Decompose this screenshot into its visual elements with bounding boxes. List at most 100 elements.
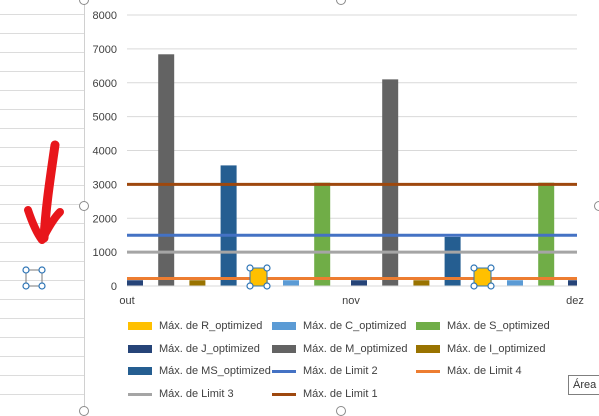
sheet-row-line: [0, 147, 84, 148]
legend-label: Máx. de C_optimized: [303, 320, 407, 333]
sheet-row-line: [0, 71, 84, 72]
legend-line-swatch: [272, 392, 296, 396]
legend-label: Máx. de Limit 1: [303, 388, 378, 401]
legend-color-swatch: [272, 322, 296, 331]
sheet-row-line: [0, 394, 84, 395]
y-tick-label: 4000: [93, 146, 117, 158]
selection-handle[interactable]: [38, 266, 46, 274]
legend-item[interactable]: Máx. de S_optimized: [416, 320, 550, 334]
legend-color-swatch: [128, 367, 152, 376]
selection-handle[interactable]: [22, 282, 30, 290]
legend-color-swatch: [128, 322, 152, 331]
legend-color-swatch: [416, 322, 440, 331]
selected-r-marker[interactable]: [470, 264, 495, 290]
bar-m-x-de-ms-optimized[interactable]: [444, 236, 461, 286]
legend-label: Máx. de I_optimized: [447, 343, 546, 356]
sheet-row-line: [0, 299, 84, 300]
legend-color-swatch: [272, 345, 296, 354]
bar-m-x-de-c-optimized[interactable]: [283, 280, 299, 286]
sheet-row-line: [0, 166, 84, 167]
chart-resize-handle-bottom-mid[interactable]: [336, 406, 346, 416]
legend-item[interactable]: Máx. de Limit 1: [272, 388, 378, 402]
legend-item[interactable]: Máx. de MS_optimized: [128, 365, 271, 379]
selected-r-marker[interactable]: [246, 264, 271, 290]
sheet-row-line: [0, 109, 84, 110]
legend-line-swatch: [272, 369, 296, 373]
legend-item[interactable]: Máx. de C_optimized: [272, 320, 406, 334]
chart-element-tooltip: Área: [568, 375, 599, 395]
y-tick-label: 8000: [93, 10, 117, 22]
legend-color-swatch: [128, 345, 152, 354]
y-tick-label: 1000: [93, 247, 117, 259]
legend-item[interactable]: Máx. de Limit 3: [128, 388, 234, 402]
sheet-row-line: [0, 33, 84, 34]
legend-label: Máx. de Limit 4: [447, 365, 522, 378]
legend-label: Máx. de R_optimized: [159, 320, 263, 333]
sheet-row-line: [0, 52, 84, 53]
y-tick-label: 5000: [93, 112, 117, 124]
bar-series[interactable]: [127, 54, 577, 286]
limit-lines[interactable]: [127, 182, 577, 281]
legend-item[interactable]: Máx. de R_optimized: [128, 320, 262, 334]
legend-label: Máx. de MS_optimized: [159, 365, 271, 378]
selection-handle[interactable]: [246, 264, 254, 272]
y-tick-label: 7000: [93, 44, 117, 56]
selection-handle[interactable]: [487, 282, 495, 290]
sheet-row-line: [0, 261, 84, 262]
sheet-row-line: [0, 185, 84, 186]
bar-m-x-de-j-optimized[interactable]: [127, 280, 143, 286]
chart-resize-handle-bottom-left[interactable]: [79, 406, 89, 416]
selection-handle[interactable]: [487, 264, 495, 272]
legend-item[interactable]: Máx. de I_optimized: [416, 343, 545, 357]
selection-handle[interactable]: [470, 282, 478, 290]
sheet-row-line: [0, 356, 84, 357]
sheet-row-line: [0, 204, 84, 205]
legend-item[interactable]: Máx. de Limit 4: [416, 365, 522, 379]
selection-handle[interactable]: [38, 282, 46, 290]
legend-item[interactable]: Máx. de Limit 2: [272, 365, 378, 379]
chart-resize-handle-right-mid[interactable]: [594, 201, 599, 211]
bar-m-x-de-m-optimized[interactable]: [382, 79, 399, 286]
legend-line-swatch: [128, 392, 152, 396]
bar-m-x-de-m-optimized[interactable]: [158, 54, 175, 286]
sheet-row-line: [0, 318, 84, 319]
sheet-row-line: [0, 337, 84, 338]
x-tick-label: nov: [342, 295, 360, 307]
worksheet-rows: [0, 0, 84, 411]
legend-label: Máx. de Limit 3: [159, 388, 234, 401]
y-axis-ticks: 0 1000 2000 3000 4000 5000 6000 7000 8000: [93, 10, 117, 293]
bar-m-x-de-i-optimized[interactable]: [413, 280, 430, 286]
legend-label: Máx. de M_optimized: [303, 343, 408, 356]
y-tick-label: 2000: [93, 213, 117, 225]
chart-resize-handle-left-mid[interactable]: [79, 201, 89, 211]
legend-label: Máx. de Limit 2: [303, 365, 378, 378]
sheet-row-line: [0, 14, 84, 15]
x-tick-label: dez: [566, 295, 584, 307]
red-arrow-annotation[interactable]: [24, 140, 64, 244]
y-tick-label: 6000: [93, 78, 117, 90]
selected-shape-handles[interactable]: [22, 266, 46, 290]
selection-handle[interactable]: [246, 282, 254, 290]
selection-handle[interactable]: [263, 264, 271, 272]
gridlines: [127, 14, 577, 253]
selection-handle[interactable]: [22, 266, 30, 274]
bar-j-optimized-partial[interactable]: [568, 280, 577, 286]
legend-item[interactable]: Máx. de J_optimized: [128, 343, 260, 357]
bar-m-x-de-c-optimized[interactable]: [507, 280, 523, 286]
legend-color-swatch: [416, 345, 440, 354]
selection-handle[interactable]: [263, 282, 271, 290]
legend-label: Máx. de J_optimized: [159, 343, 260, 356]
sheet-row-line: [0, 128, 84, 129]
bar-m-x-de-j-optimized[interactable]: [351, 280, 367, 286]
sheet-row-line: [0, 90, 84, 91]
sheet-row-line: [0, 375, 84, 376]
legend-item[interactable]: Máx. de M_optimized: [272, 343, 408, 357]
y-tick-label: 3000: [93, 179, 117, 191]
legend-label: Máx. de S_optimized: [447, 320, 550, 333]
legend-line-swatch: [416, 369, 440, 373]
selection-handle[interactable]: [470, 264, 478, 272]
bar-m-x-de-ms-optimized[interactable]: [220, 165, 237, 286]
y-tick-label: 0: [111, 281, 117, 293]
bar-m-x-de-i-optimized[interactable]: [189, 280, 206, 286]
